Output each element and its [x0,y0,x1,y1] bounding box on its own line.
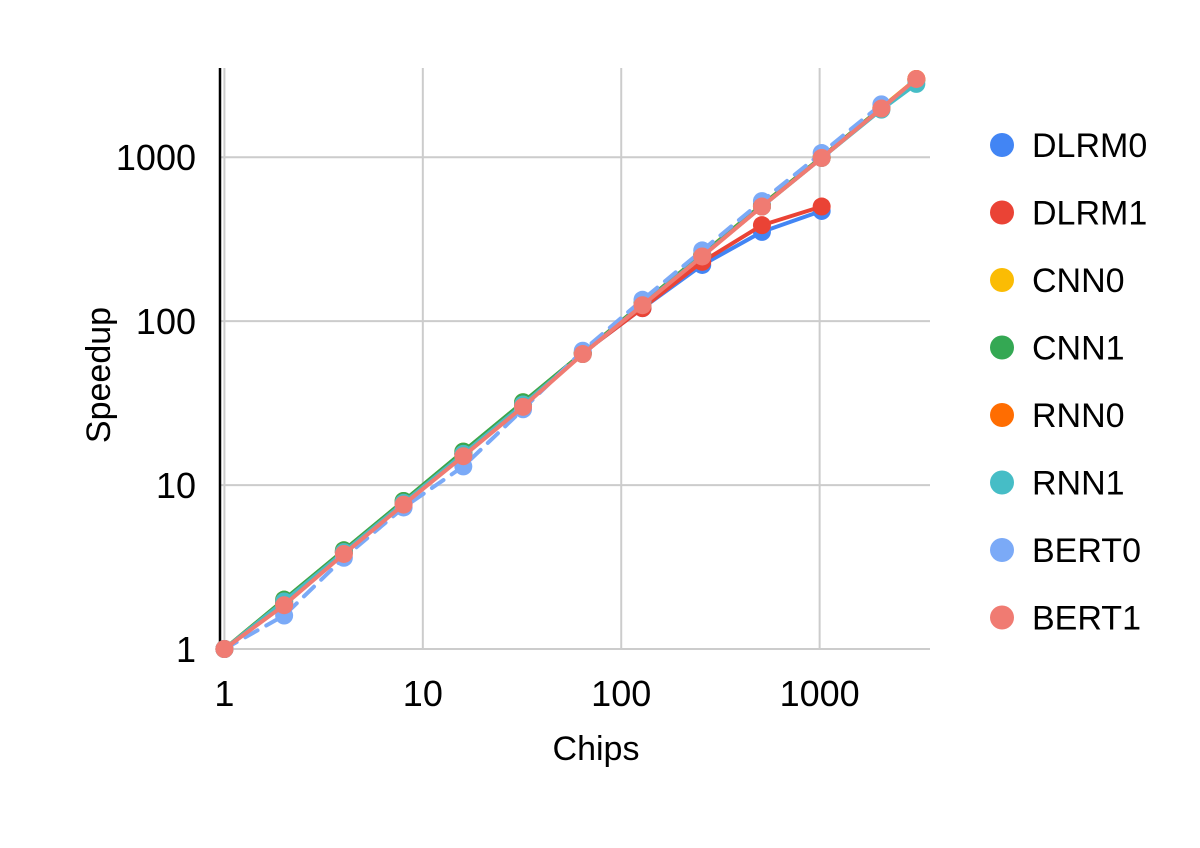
legend-marker-rnn1 [990,470,1014,495]
x-axis-title: Chips [553,730,640,768]
legend-marker-cnn1 [990,335,1014,360]
y-tick-label-2: 100 [136,301,196,342]
legend-label-dlrm0: DLRM0 [1032,127,1147,165]
series-dlrm1 [215,197,831,658]
point-bert1-8 [693,247,712,266]
legend-item-rnn1: RNN1 [990,465,1125,503]
legend-label-rnn1: RNN1 [1032,465,1125,503]
legend-marker-dlrm1 [990,200,1014,225]
legend-marker-rnn0 [990,403,1014,427]
point-bert1-9 [752,197,771,216]
legend-item-cnn0: CNN0 [990,262,1125,300]
legend-marker-bert0 [990,538,1014,562]
point-bert1-11 [872,99,891,118]
point-dlrm1-9 [752,216,771,235]
y-tick-label-1: 10 [156,465,196,506]
y-axis-title: Speedup [80,307,118,443]
series-line-dlrm1 [222,204,824,651]
legend-label-dlrm1: DLRM1 [1032,195,1147,233]
legend-item-rnn0: RNN0 [990,397,1125,435]
point-bert1-5 [514,397,533,416]
series-line-dlrm0 [222,208,824,651]
legend-label-rnn0: RNN0 [1032,397,1125,435]
x-tick-label-1: 10 [403,673,443,714]
y-tick-label-3: 1000 [116,137,196,178]
legend-marker-cnn0 [990,268,1014,292]
series-bert1 [215,69,926,658]
point-bert1-4 [454,447,473,466]
x-tick-label-3: 1000 [780,673,860,714]
legend-item-dlrm0: DLRM0 [990,127,1147,165]
point-bert1-0 [215,640,234,658]
series-layer [215,69,926,658]
series-dlrm0 [215,201,831,658]
legend-item-dlrm1: DLRM1 [990,195,1147,233]
legend-item-bert1: BERT1 [990,600,1141,638]
legend-marker-bert1 [990,605,1014,630]
point-bert1-2 [334,544,353,563]
x-tick-label-0: 1 [214,673,234,714]
point-bert1-6 [573,345,592,364]
point-bert1-10 [812,148,831,167]
x-tick-label-2: 100 [591,673,651,714]
y-tick-labels: 1 10 100 1000 [116,137,196,670]
legend: DLRM0 DLRM1 CNN0 CNN1 RNN0 RNN1 BERT0 BERT1 [990,127,1147,638]
x-tick-labels: 1 10 100 1000 [214,673,859,714]
point-bert1-7 [633,296,652,315]
legend-marker-dlrm0 [990,133,1014,157]
legend-label-bert1: BERT1 [1032,600,1141,638]
legend-label-bert0: BERT0 [1032,532,1141,570]
y-tick-label-0: 1 [176,629,196,670]
legend-item-cnn1: CNN1 [990,330,1125,368]
point-bert1-12 [907,69,926,88]
point-bert1-1 [275,596,294,615]
legend-label-cnn0: CNN0 [1032,262,1125,300]
legend-item-bert0: BERT0 [990,532,1141,570]
legend-label-cnn1: CNN1 [1032,330,1125,368]
point-bert1-3 [394,495,413,514]
point-dlrm1-10 [812,197,831,216]
